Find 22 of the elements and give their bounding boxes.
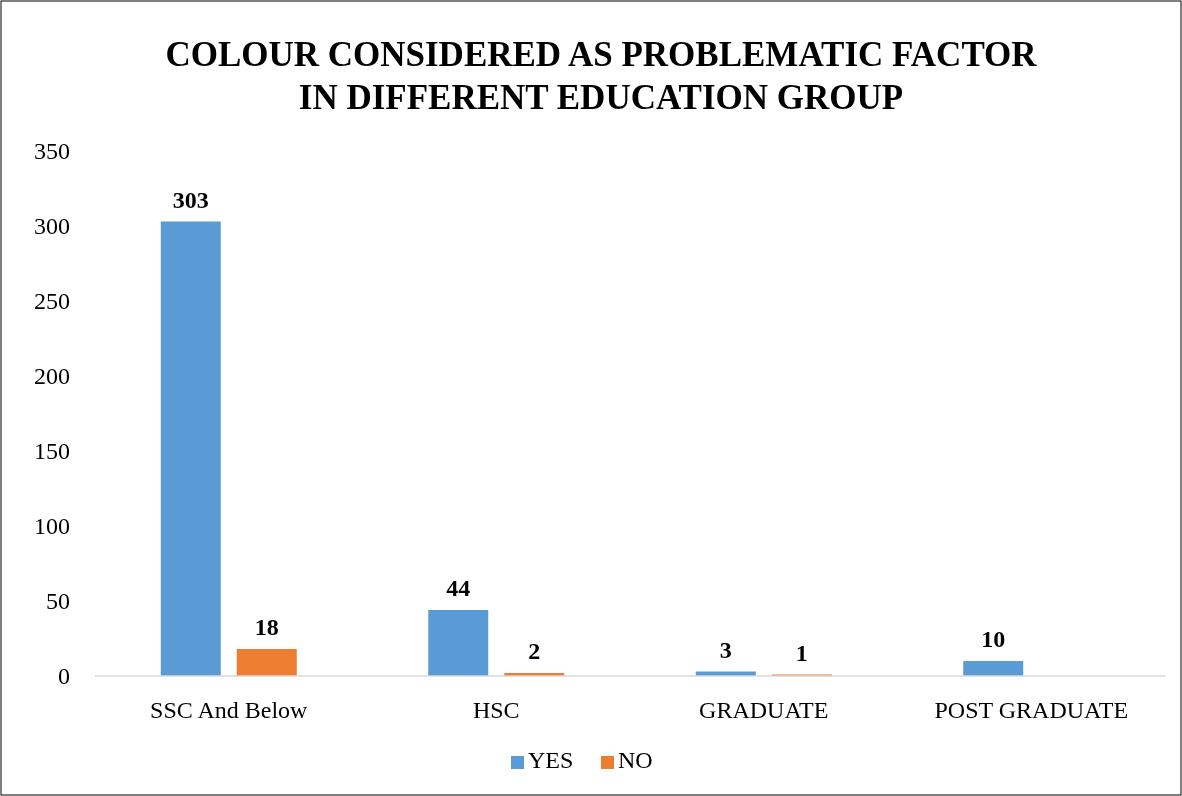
data-label: 1 — [795, 639, 808, 666]
y-tick-label: 0 — [58, 663, 70, 690]
chart-title: COLOUR CONSIDERED AS PROBLEMATIC FACTOR IN DIFFERENT EDUCATION GROUP — [165, 35, 1038, 117]
data-label: 18 — [254, 614, 279, 640]
data-label: 10 — [981, 626, 1006, 652]
y-tick-label: 100 — [34, 513, 70, 540]
y-tick-label: 300 — [34, 213, 70, 240]
data-label: 3 — [719, 636, 732, 663]
x-tick-label: POST GRADUATE — [934, 697, 1129, 723]
legend-label: YES — [528, 747, 574, 773]
x-tick-label: HSC — [472, 697, 520, 723]
y-tick-label: 350 — [34, 138, 70, 165]
y-tick-label: 50 — [46, 588, 70, 615]
x-tick-label: SSC And Below — [150, 697, 309, 723]
data-label: 303 — [172, 186, 209, 213]
y-tick-label: 150 — [34, 438, 70, 465]
data-label: 2 — [528, 638, 541, 664]
data-label: 44 — [446, 575, 471, 601]
y-tick-label: 250 — [34, 288, 70, 315]
legend-label: NO — [618, 747, 653, 773]
y-tick-label: 200 — [34, 363, 70, 390]
x-tick-label: GRADUATE — [699, 697, 829, 723]
